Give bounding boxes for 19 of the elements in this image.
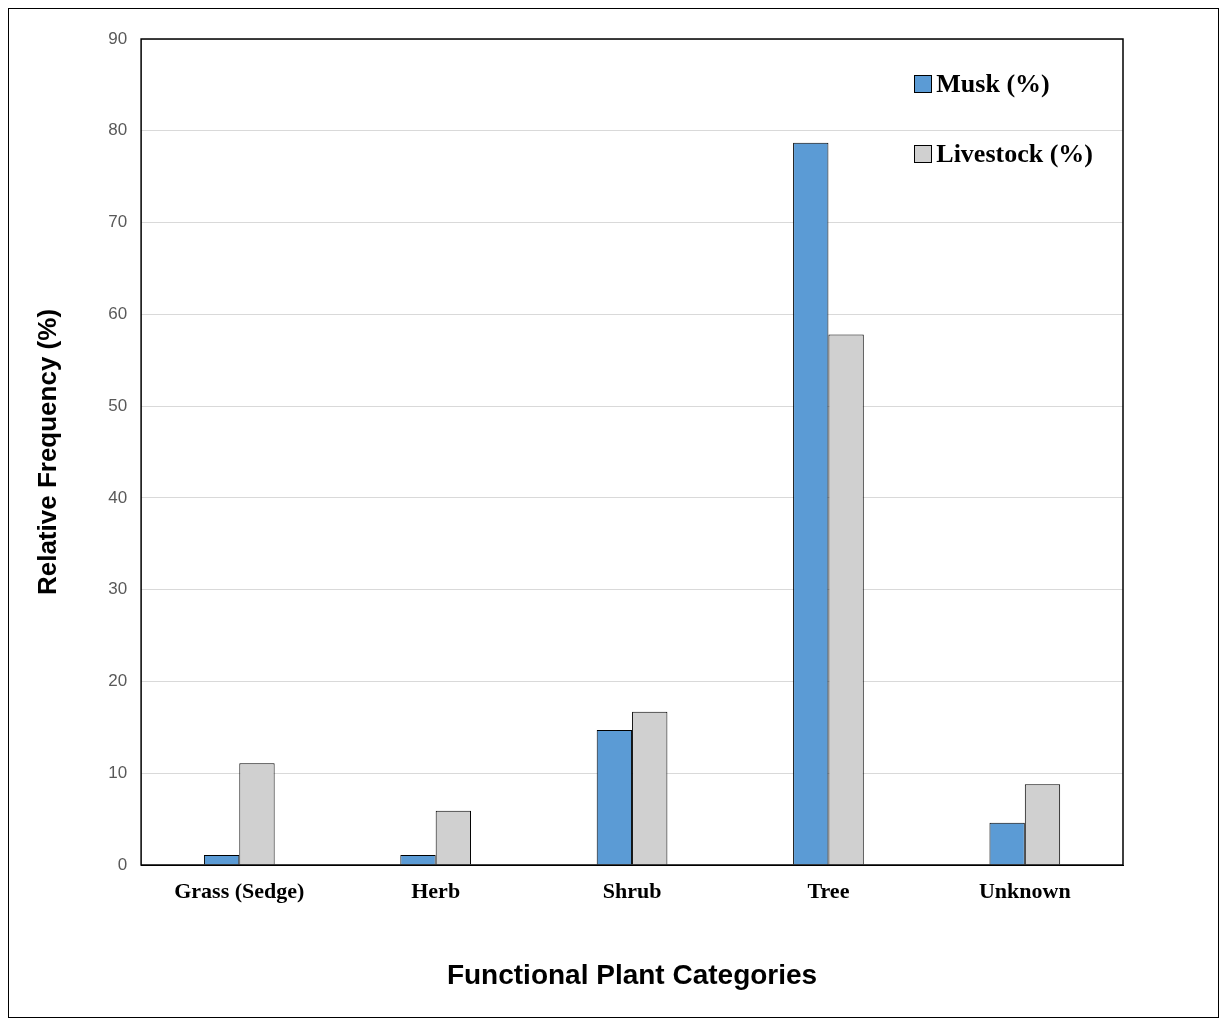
- y-tick-label: 70: [108, 212, 128, 232]
- y-tick-label: 0: [117, 854, 128, 874]
- x-tick-label: Shrub: [602, 877, 662, 903]
- x-tick-label: Unknown: [978, 877, 1071, 903]
- legend-label: Livestock (%): [936, 139, 1093, 169]
- y-axis-title: Relative Frequency (%): [31, 308, 62, 596]
- x-tick-label: Tree: [807, 877, 850, 903]
- y-tick-label: 30: [108, 579, 128, 599]
- legend-label: Musk (%): [936, 69, 1050, 99]
- y-tick-label: 80: [108, 120, 128, 140]
- y-tick-label: 10: [108, 762, 128, 782]
- x-axis-title: Functional Plant Categories: [446, 958, 818, 990]
- y-tick-label: 50: [108, 395, 128, 415]
- y-tick-label: 20: [108, 671, 128, 691]
- y-tick-label: 40: [108, 487, 128, 507]
- x-tick-label: Grass (Sedge): [174, 877, 305, 903]
- x-tick-label: Herb: [411, 877, 461, 903]
- y-tick-label: 90: [108, 28, 128, 48]
- y-tick-label: 60: [108, 304, 128, 324]
